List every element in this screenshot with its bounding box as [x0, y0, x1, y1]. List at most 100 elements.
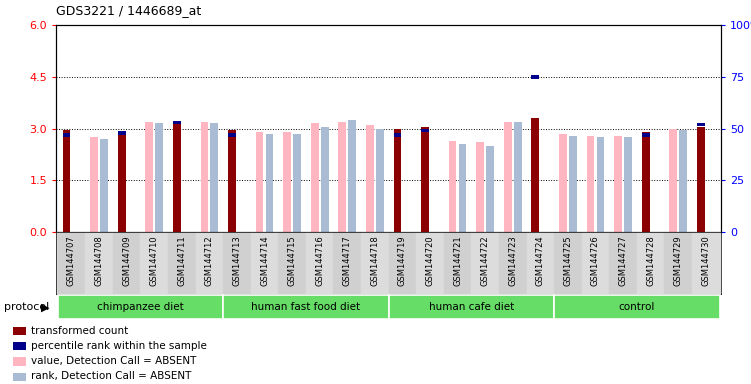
Bar	[582, 232, 609, 294]
Bar	[394, 129, 401, 232]
Bar	[366, 125, 374, 232]
Text: GSM144721: GSM144721	[453, 235, 462, 286]
Bar	[421, 129, 429, 132]
Bar	[173, 121, 181, 124]
Bar	[680, 131, 687, 232]
Text: transformed count: transformed count	[31, 326, 128, 336]
Bar	[624, 137, 632, 232]
Text: GSM144707: GSM144707	[67, 235, 76, 286]
Bar	[559, 134, 567, 232]
Text: human cafe diet: human cafe diet	[429, 302, 514, 312]
Bar	[697, 127, 704, 232]
Bar	[389, 232, 416, 294]
Bar	[58, 232, 86, 294]
Bar	[155, 124, 163, 232]
Text: GSM144729: GSM144729	[674, 235, 683, 286]
Bar	[118, 131, 125, 134]
Bar	[486, 146, 494, 232]
Bar	[113, 232, 140, 294]
Text: GSM144711: GSM144711	[177, 235, 186, 286]
Text: human fast food diet: human fast food diet	[252, 302, 360, 312]
Bar	[255, 132, 264, 232]
Bar	[86, 232, 113, 294]
Bar	[293, 134, 301, 232]
Bar	[173, 124, 181, 232]
Text: GSM144708: GSM144708	[95, 235, 104, 286]
Bar	[311, 124, 318, 232]
Text: GSM144712: GSM144712	[205, 235, 214, 286]
Text: GSM144714: GSM144714	[260, 235, 269, 286]
Bar	[210, 124, 219, 232]
Bar	[361, 232, 389, 294]
Bar	[532, 75, 539, 78]
Bar	[642, 133, 650, 137]
Bar	[146, 122, 153, 232]
Text: control: control	[619, 302, 655, 312]
Text: ▶: ▶	[41, 302, 50, 312]
Bar	[376, 129, 384, 232]
Text: GSM144715: GSM144715	[288, 235, 297, 286]
Bar	[692, 232, 719, 294]
Bar	[476, 142, 484, 232]
Bar	[637, 232, 665, 294]
Bar	[614, 136, 622, 232]
Bar	[13, 358, 26, 366]
Text: protocol: protocol	[4, 302, 49, 312]
Bar	[118, 134, 125, 232]
Bar	[416, 232, 444, 294]
Text: GSM144713: GSM144713	[233, 235, 242, 286]
Bar	[449, 141, 457, 232]
Text: GSM144725: GSM144725	[563, 235, 572, 286]
Text: GSM144724: GSM144724	[535, 235, 544, 286]
Bar	[499, 232, 526, 294]
Bar	[665, 232, 692, 294]
Bar	[90, 137, 98, 232]
Text: GSM144710: GSM144710	[149, 235, 158, 286]
Bar	[251, 232, 279, 294]
Bar	[13, 342, 26, 351]
Text: GSM144723: GSM144723	[508, 235, 517, 286]
Text: GSM144727: GSM144727	[619, 235, 628, 286]
Bar	[223, 232, 251, 294]
Text: GSM144720: GSM144720	[426, 235, 435, 286]
Bar	[195, 232, 223, 294]
Bar	[532, 118, 539, 232]
Bar	[283, 132, 291, 232]
Bar	[459, 144, 466, 232]
Text: GSM144718: GSM144718	[370, 235, 379, 286]
Bar	[306, 232, 333, 294]
FancyBboxPatch shape	[554, 295, 719, 319]
Bar	[13, 372, 26, 381]
Text: chimpanzee diet: chimpanzee diet	[97, 302, 184, 312]
Text: GSM144719: GSM144719	[398, 235, 407, 286]
Bar	[228, 131, 236, 232]
Bar	[394, 133, 401, 137]
Text: GSM144716: GSM144716	[315, 235, 324, 286]
Bar	[472, 232, 499, 294]
Bar	[444, 232, 472, 294]
FancyBboxPatch shape	[223, 295, 389, 319]
Bar	[13, 327, 26, 335]
Bar	[596, 137, 605, 232]
Text: GDS3221 / 1446689_at: GDS3221 / 1446689_at	[56, 4, 201, 17]
Text: rank, Detection Call = ABSENT: rank, Detection Call = ABSENT	[31, 371, 191, 381]
Bar	[279, 232, 306, 294]
Bar	[421, 127, 429, 232]
Text: GSM144709: GSM144709	[122, 235, 131, 286]
Text: GSM144728: GSM144728	[646, 235, 655, 286]
Bar	[168, 232, 195, 294]
Bar	[62, 133, 71, 137]
Text: value, Detection Call = ABSENT: value, Detection Call = ABSENT	[31, 356, 196, 366]
Bar	[587, 136, 594, 232]
Bar	[526, 232, 554, 294]
Bar	[569, 136, 577, 232]
Bar	[504, 122, 511, 232]
Bar	[554, 232, 582, 294]
Bar	[642, 132, 650, 232]
Bar	[201, 122, 208, 232]
Bar	[348, 120, 356, 232]
Bar	[266, 134, 273, 232]
FancyBboxPatch shape	[58, 295, 223, 319]
Text: GSM144722: GSM144722	[481, 235, 490, 286]
Text: GSM144726: GSM144726	[591, 235, 600, 286]
